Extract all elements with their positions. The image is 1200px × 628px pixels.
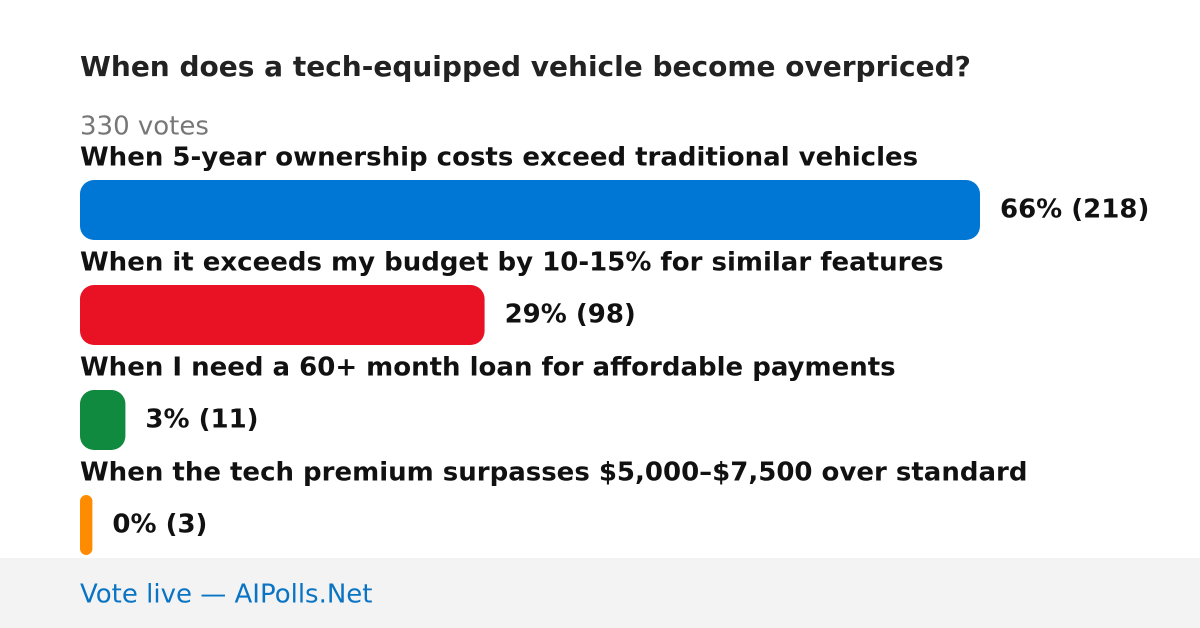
- value-label: 3% (11): [145, 405, 258, 435]
- value-label: 29% (98): [505, 300, 636, 330]
- bar: [80, 180, 980, 240]
- option-label: When 5-year ownership costs exceed tradi…: [80, 143, 918, 173]
- option-label: When the tech premium surpasses $5,000–$…: [80, 458, 1027, 488]
- value-label: 66% (218): [1000, 195, 1149, 225]
- bar: [80, 390, 126, 450]
- footer-band: [0, 558, 1200, 628]
- vote-count: 330 votes: [80, 112, 209, 142]
- value-label: 0% (3): [112, 510, 207, 540]
- footer-link[interactable]: Vote live — AIPolls.Net: [80, 580, 373, 610]
- bar: [80, 285, 485, 345]
- option-label: When I need a 60+ month loan for afforda…: [80, 353, 896, 383]
- bar: [80, 495, 93, 555]
- poll-title: When does a tech-equipped vehicle become…: [80, 50, 971, 83]
- option-label: When it exceeds my budget by 10-15% for …: [80, 248, 944, 278]
